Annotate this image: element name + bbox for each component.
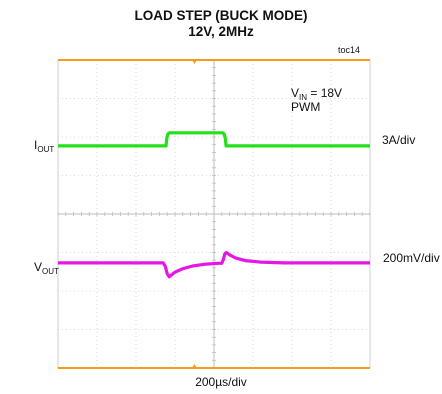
trigger-marker-top: [191, 59, 198, 64]
iout-label-main: I: [34, 138, 38, 152]
vin-annotation: VIN = 18V: [291, 86, 343, 103]
chart-title: LOAD STEP (BUCK MODE): [134, 8, 308, 23]
mode-annotation: PWM: [291, 100, 321, 114]
x-axis-label: 200µs/div: [195, 375, 247, 389]
vout-label-sub: OUT: [42, 267, 59, 276]
vout-label-main: V: [34, 260, 43, 274]
vin-value: = 18V: [307, 86, 343, 100]
vin-sub: IN: [299, 93, 308, 102]
vout-scale: 200mV/div: [383, 251, 440, 265]
trigger-marker-bottom: [191, 364, 198, 369]
vout-label: VOUT: [34, 260, 59, 276]
iout-scale: 3A/div: [382, 133, 416, 147]
figure-tag: toc14: [338, 45, 361, 55]
iout-label: IOUT: [34, 138, 55, 154]
iout-label-sub: OUT: [37, 145, 55, 154]
vout-trace: [58, 250, 370, 279]
chart-subtitle: 12V, 2MHz: [188, 24, 254, 39]
vin-prefix: V: [291, 86, 300, 100]
iout-trace: [58, 131, 370, 148]
